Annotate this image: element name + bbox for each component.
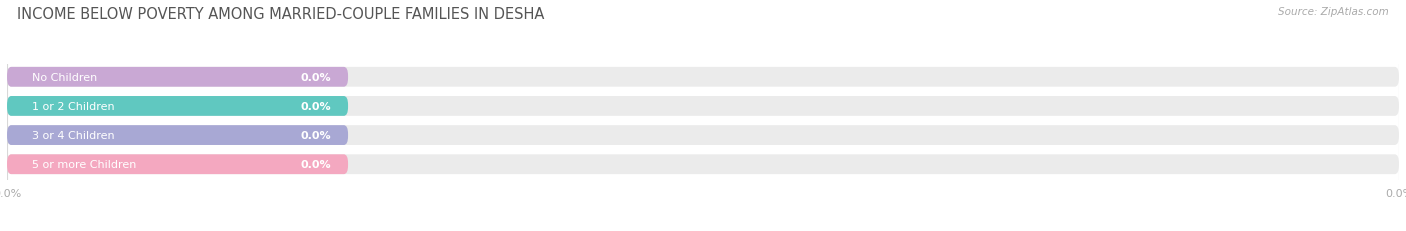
- FancyBboxPatch shape: [7, 155, 349, 174]
- Text: 5 or more Children: 5 or more Children: [32, 160, 136, 170]
- FancyBboxPatch shape: [7, 68, 1399, 87]
- FancyBboxPatch shape: [7, 97, 349, 116]
- Text: No Children: No Children: [32, 73, 97, 82]
- Text: 0.0%: 0.0%: [301, 160, 332, 170]
- Text: 0.0%: 0.0%: [301, 131, 332, 140]
- FancyBboxPatch shape: [7, 126, 1399, 145]
- Text: 3 or 4 Children: 3 or 4 Children: [32, 131, 115, 140]
- Text: INCOME BELOW POVERTY AMONG MARRIED-COUPLE FAMILIES IN DESHA: INCOME BELOW POVERTY AMONG MARRIED-COUPL…: [17, 7, 544, 22]
- Text: 0.0%: 0.0%: [301, 73, 332, 82]
- FancyBboxPatch shape: [7, 68, 349, 87]
- FancyBboxPatch shape: [7, 126, 349, 145]
- FancyBboxPatch shape: [7, 97, 1399, 116]
- Text: Source: ZipAtlas.com: Source: ZipAtlas.com: [1278, 7, 1389, 17]
- Text: 0.0%: 0.0%: [301, 101, 332, 111]
- FancyBboxPatch shape: [7, 155, 1399, 174]
- Text: 1 or 2 Children: 1 or 2 Children: [32, 101, 115, 111]
